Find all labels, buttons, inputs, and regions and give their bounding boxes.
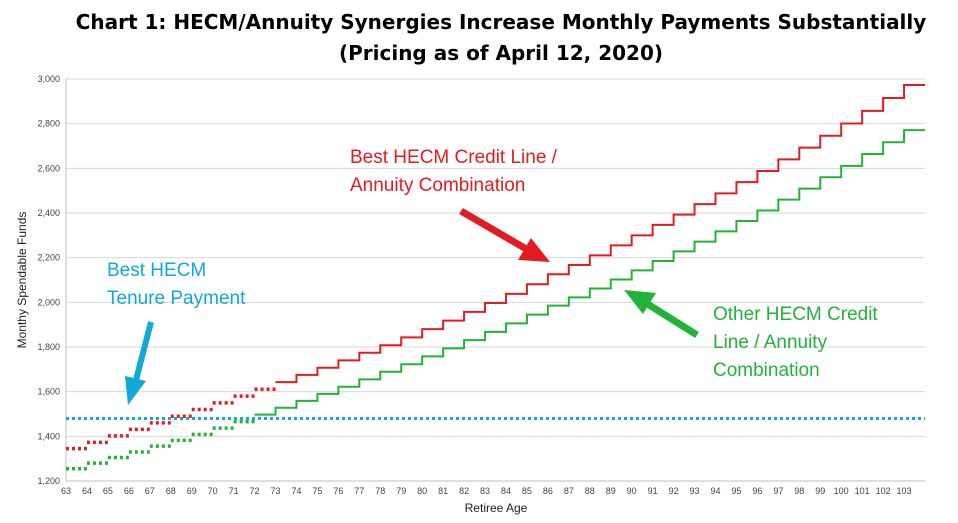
x-tick-label: 79 — [396, 486, 406, 496]
series-0 — [66, 84, 925, 451]
x-tick-label: 82 — [459, 486, 469, 496]
x-tick-label: 76 — [333, 486, 343, 496]
x-tick-label: 73 — [271, 486, 281, 496]
chart-title: Chart 1: HECM/Annuity Synergies Increase… — [76, 10, 927, 34]
series-1-solid-steps — [254, 129, 925, 416]
x-tick-label: 86 — [543, 486, 553, 496]
x-tick-label: 63 — [61, 486, 71, 496]
arrow-blue — [125, 321, 154, 405]
series-1 — [66, 129, 925, 471]
y-axis-label: Monthy Spendable Funds — [15, 212, 29, 349]
x-tick-label: 84 — [501, 486, 511, 496]
x-tick-label: 103 — [897, 486, 912, 496]
x-tick-label: 74 — [291, 486, 301, 496]
y-tick-label: 2,000 — [37, 297, 60, 307]
x-tick-label: 75 — [312, 486, 322, 496]
annotation-best-credit-line-2: Annuity Combination — [350, 175, 525, 196]
y-tick-label: 1,200 — [37, 476, 60, 486]
y-tick-label: 1,400 — [37, 431, 60, 441]
x-tick-label: 72 — [250, 486, 260, 496]
x-tick-label: 95 — [731, 486, 741, 496]
annotation-other-credit-line-2: Line / Annuity — [713, 332, 828, 353]
x-tick-label: 77 — [354, 486, 364, 496]
x-tick-label: 91 — [648, 486, 658, 496]
x-tick-label: 70 — [208, 486, 218, 496]
arrow-green — [624, 290, 699, 338]
y-tick-label: 2,200 — [37, 253, 60, 263]
annotation-tenure-payment-2: Tenure Payment — [107, 288, 246, 309]
annotation-other-credit-line-1: Other HECM Credit — [713, 304, 878, 325]
series-0-solid-steps — [275, 84, 925, 384]
chart-subtitle: (Pricing as of April 12, 2020) — [339, 41, 663, 65]
x-tick-label: 83 — [480, 486, 490, 496]
annotation-best-credit-line-1: Best HECM Credit Line / — [350, 147, 558, 168]
x-tick-label: 78 — [375, 486, 385, 496]
annotation-tenure-payment-1: Best HECM — [107, 260, 206, 281]
x-tick-label: 80 — [417, 486, 427, 496]
y-tick-label: 3,000 — [37, 74, 60, 84]
y-tick-label: 2,600 — [37, 163, 60, 173]
x-tick-label: 89 — [606, 486, 616, 496]
x-tick-label: 65 — [103, 486, 113, 496]
x-axis-label: Retiree Age — [465, 501, 528, 515]
x-tick-label: 102 — [876, 486, 891, 496]
arrow-red — [459, 207, 550, 262]
x-tick-label: 88 — [585, 486, 595, 496]
x-tick-label: 85 — [522, 486, 532, 496]
y-tick-label: 1,600 — [37, 387, 60, 397]
x-tick-label: 67 — [145, 486, 155, 496]
x-tick-label: 94 — [710, 486, 720, 496]
annotation-other-credit-line: Other HECM Credit Line / Annuity Combina… — [713, 304, 883, 381]
series-lines — [66, 84, 925, 471]
x-tick-label: 64 — [82, 486, 92, 496]
x-tick-label: 99 — [815, 486, 825, 496]
x-tick-label: 98 — [794, 486, 804, 496]
y-tick-label: 1,800 — [37, 342, 60, 352]
x-tick-label: 92 — [669, 486, 679, 496]
x-tick-label: 97 — [773, 486, 783, 496]
x-tick-label: 68 — [166, 486, 176, 496]
axes — [65, 79, 925, 482]
x-tick-label: 87 — [564, 486, 574, 496]
y-tick-label: 2,800 — [37, 119, 60, 129]
annotation-tenure-payment: Best HECM Tenure Payment — [107, 260, 246, 309]
y-axis-ticks: 1,200 1,400 1,600 1,800 2,000 2,200 2,400 2,600… — [37, 74, 60, 486]
x-axis-ticks: 63 64 65 66 67 68 69 70 71 72 73 74 75 76 77 78 79 80 81 82… — [61, 486, 912, 496]
y-tick-label: 2,400 — [37, 208, 60, 218]
x-tick-label: 71 — [229, 486, 239, 496]
x-tick-label: 100 — [834, 486, 849, 496]
x-tick-label: 69 — [187, 486, 197, 496]
x-tick-label: 96 — [752, 486, 762, 496]
x-tick-label: 90 — [627, 486, 637, 496]
x-tick-label: 101 — [855, 486, 870, 496]
annotation-other-credit-line-3: Combination — [713, 360, 820, 381]
x-tick-label: 93 — [690, 486, 700, 496]
x-tick-label: 81 — [438, 486, 448, 496]
annotation-best-credit-line: Best HECM Credit Line / Annuity Combinat… — [350, 147, 562, 196]
x-tick-label: 66 — [124, 486, 134, 496]
